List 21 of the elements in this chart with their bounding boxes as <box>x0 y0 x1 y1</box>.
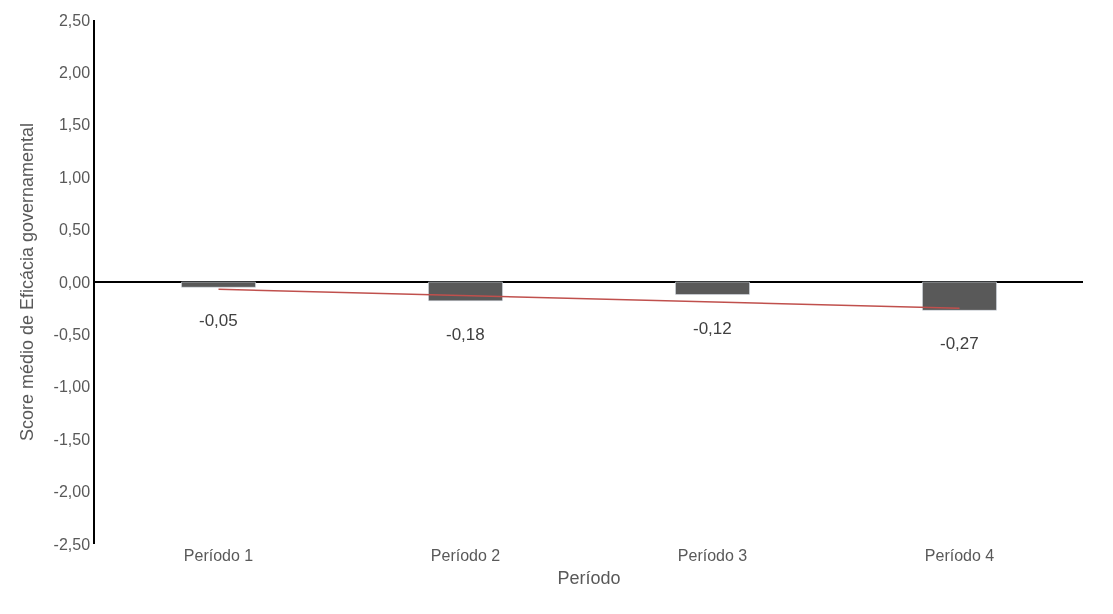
x-axis-title: Período <box>557 568 621 589</box>
x-tick-label: Período 2 <box>430 547 501 564</box>
x-tick-label: Período 1 <box>183 547 254 564</box>
y-tick-label: 0,50 <box>58 221 91 239</box>
y-tick-label: -1,50 <box>53 430 91 448</box>
y-tick-label: 0,00 <box>58 273 91 291</box>
data-label: -0,12 <box>693 319 732 338</box>
data-label: -0,27 <box>940 334 979 353</box>
y-tick-label: 1,50 <box>58 116 91 134</box>
y-tick-label: -2,00 <box>53 483 91 501</box>
y-tick-label: -2,50 <box>53 535 91 553</box>
y-tick-label: 2,50 <box>58 11 91 29</box>
data-label: -0,18 <box>446 325 485 344</box>
data-label: -0,05 <box>199 311 238 330</box>
y-tick-label: -0,50 <box>53 326 91 343</box>
y-tick-label: 2,00 <box>58 64 91 81</box>
x-tick-label: Período 4 <box>924 547 995 564</box>
y-tick-label: -1,00 <box>53 378 91 396</box>
y-tick-label: 1,00 <box>58 168 91 186</box>
y-axis-title: Score médio de Eficácia governamental <box>17 122 38 442</box>
x-tick-label: Período 3 <box>677 547 748 564</box>
